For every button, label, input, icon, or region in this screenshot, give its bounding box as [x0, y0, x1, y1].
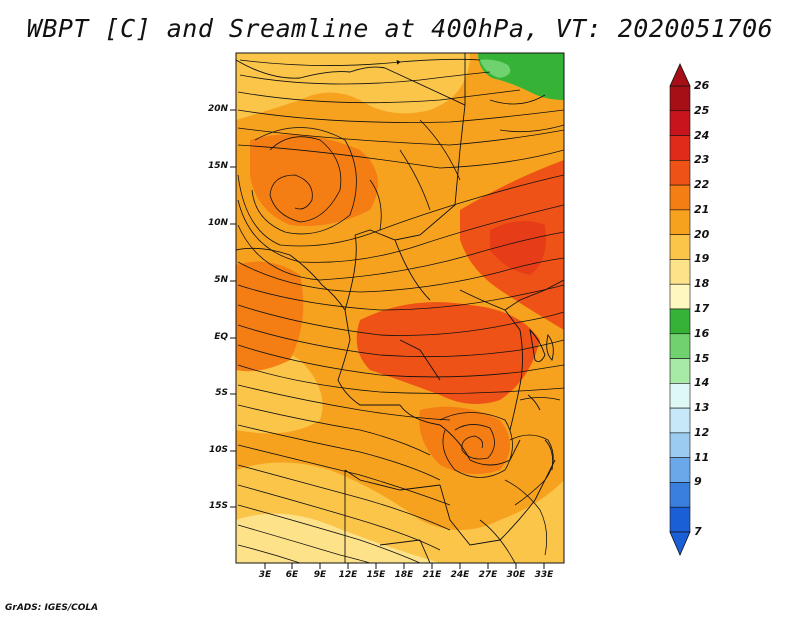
colorbar-label: 9	[694, 475, 702, 489]
colorbar-box	[669, 482, 691, 508]
colorbar-label: 14	[694, 376, 710, 390]
colorbar-box	[669, 333, 691, 359]
lat-label-eq: EQ	[214, 332, 228, 342]
wbpt-fill-warm-northwest	[250, 134, 378, 226]
lon-label-12e: 12E	[338, 570, 358, 580]
colorbar-box	[669, 506, 691, 533]
map-panel	[236, 53, 564, 563]
wbpt-fill-warm-core-east	[490, 221, 546, 275]
colorbar-box	[669, 209, 691, 235]
lon-tick-marks	[264, 563, 545, 569]
colorbar-label: 7	[694, 525, 702, 538]
colorbar-label: 16	[694, 326, 710, 340]
lon-label-27e: 27E	[478, 570, 498, 580]
colorbar-box	[669, 358, 691, 384]
lat-label-5s: 5S	[215, 388, 228, 398]
colorbar-label: 15	[694, 351, 710, 365]
colorbar-label: 22	[694, 178, 710, 192]
lon-label-24e: 24E	[450, 570, 470, 580]
colorbar-label: 26	[694, 79, 710, 92]
lat-label-15n: 15N	[207, 161, 228, 171]
colorbar-box	[669, 135, 691, 161]
colorbar-boxes	[669, 85, 691, 533]
colorbar-label: 13	[694, 401, 710, 415]
lat-label-10n: 10N	[207, 218, 228, 228]
lon-label-15e: 15E	[366, 570, 386, 580]
colorbar-box	[669, 432, 691, 458]
colorbar-box	[669, 283, 691, 310]
lat-label-5n: 5N	[214, 275, 228, 285]
credit-text: GrADS: IGES/COLA	[5, 603, 99, 613]
lon-label-30e: 30E	[506, 570, 526, 580]
colorbar-box	[669, 184, 691, 211]
lon-label-33e: 33E	[534, 570, 554, 580]
colorbar-box	[669, 457, 691, 483]
colorbar-label: 18	[694, 277, 710, 291]
lon-label-9e: 9E	[313, 570, 327, 580]
map-title: WBPT [C] and Sreamline at 400hPa, VT: 20…	[26, 14, 774, 43]
colorbar	[669, 63, 691, 557]
colorbar-label: 12	[694, 425, 710, 439]
colorbar-box	[669, 234, 691, 260]
wbpt-fill-warm-west	[236, 261, 304, 372]
wbpt-fill-light-north	[236, 53, 470, 120]
colorbar-label: 24	[694, 128, 710, 142]
colorbar-label: 11	[694, 450, 710, 464]
colorbar-box	[669, 308, 691, 335]
streamlines	[237, 58, 564, 563]
lon-label-3e: 3E	[258, 570, 272, 580]
colorbar-label: 23	[694, 153, 710, 167]
lon-label-18e: 18E	[394, 570, 414, 580]
colorbar-box	[669, 383, 691, 409]
colorbar-box	[669, 160, 691, 186]
lat-label-20n: 20N	[207, 104, 228, 114]
colorbar-label: 17	[694, 302, 710, 315]
colorbar-top-triangle	[669, 63, 691, 87]
lon-label-6e: 6E	[285, 570, 299, 580]
lat-tick-marks	[230, 109, 236, 508]
colorbar-label: 20	[694, 227, 710, 241]
colorbar-box	[669, 110, 691, 136]
colorbar-box	[669, 259, 691, 285]
lat-label-10s: 10S	[208, 445, 228, 455]
colorbar-box	[669, 85, 691, 112]
colorbar-label: 21	[694, 202, 710, 216]
colorbar-bottom-triangle	[669, 531, 691, 557]
wbpt-fill-green-ne-light	[480, 59, 511, 78]
map-frame	[235, 52, 565, 564]
lon-label-21e: 21E	[422, 570, 442, 580]
colorbar-label: 25	[694, 103, 710, 117]
colorbar-box	[669, 407, 691, 434]
lat-label-15s: 15S	[208, 501, 228, 511]
colorbar-label: 19	[694, 252, 710, 266]
